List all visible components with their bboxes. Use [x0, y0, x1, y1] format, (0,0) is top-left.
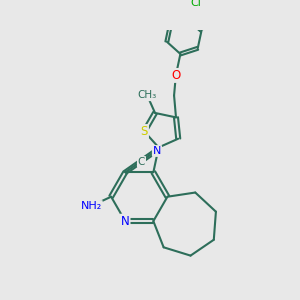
Text: N: N: [153, 146, 161, 156]
Text: CH₃: CH₃: [137, 90, 157, 100]
Text: S: S: [141, 125, 148, 138]
Text: NH₂: NH₂: [81, 201, 102, 211]
Text: Cl: Cl: [190, 0, 201, 8]
Text: N: N: [121, 214, 130, 228]
Text: C: C: [138, 157, 145, 167]
Text: O: O: [171, 69, 180, 82]
